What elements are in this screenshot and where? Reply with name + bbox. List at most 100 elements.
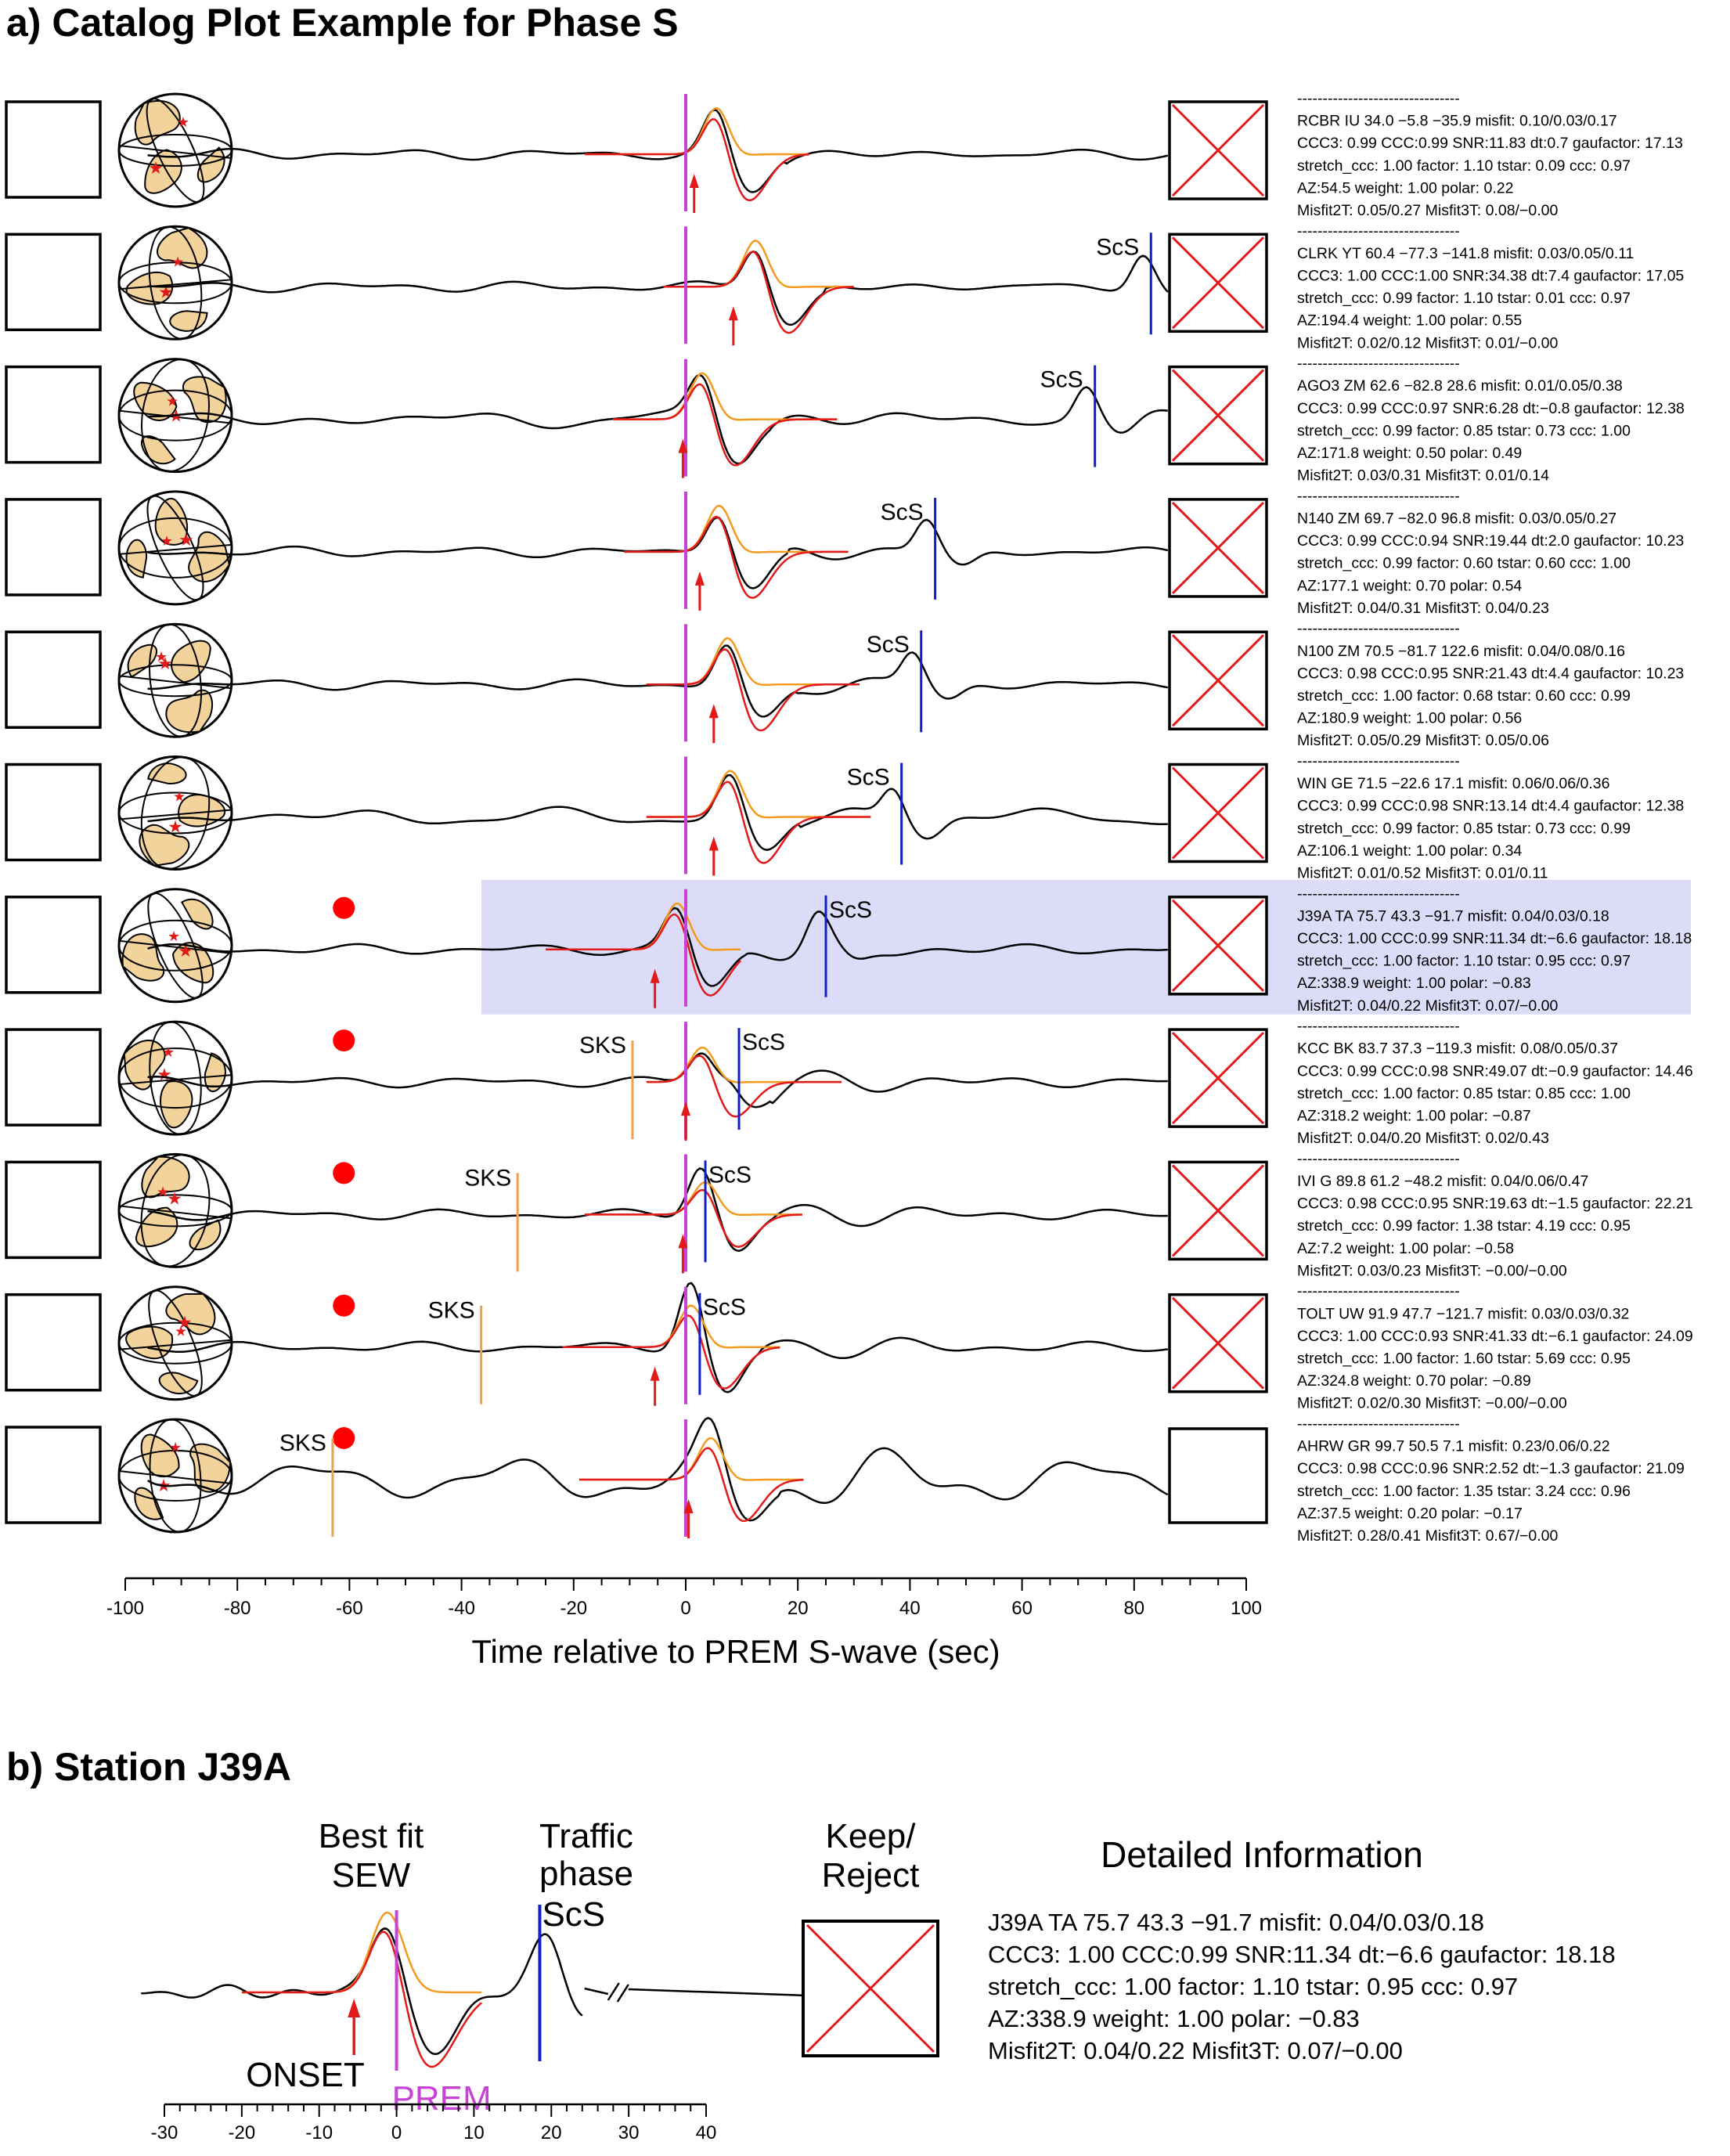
onset-arrow-head [694,571,705,586]
fit-trace [585,1188,802,1248]
fit-trace [241,1931,483,2068]
event-star: ★ [157,1184,169,1200]
flag-dot [333,896,355,919]
station-info-line: AZ:338.9 weight: 1.00 polar: −0.83 [1297,975,1531,992]
scs-label: ScS [847,765,890,791]
station-info-line: stretch_ccc: 0.99 factor: 0.85 tstar: 0.… [1297,422,1631,439]
fit-trace [585,118,809,201]
reject-mark [1168,233,1268,333]
sks-label: SKS [428,1298,475,1324]
fit-trace [579,1447,804,1523]
globe-path [118,279,232,290]
station-star: ★ [168,818,183,838]
event-star: ★ [160,533,173,550]
scs-label: ScS [1040,367,1083,393]
continent [189,1219,222,1251]
seismogram-trace [147,109,1169,193]
event-star: ★ [155,649,168,665]
station-info-line: N100 ZM 70.5 −81.7 122.6 misfit: 0.04/0.… [1297,643,1625,660]
reject-mark [1168,1160,1268,1261]
station-globe: ★★ [117,92,233,208]
station-info-line: AGO3 ZM 62.6 −82.8 28.6 misfit: 0.01/0.0… [1297,377,1623,395]
globe-latitude [118,261,232,305]
station-info-line: stretch_ccc: 1.00 factor: 0.85 tstar: 0.… [1297,1085,1631,1102]
station-row: ★★ScSSKS--------------------------------… [5,1018,1693,1147]
scs-label: ScS [881,499,924,525]
station-info-line: stretch_ccc: 0.99 factor: 1.10 tstar: 0.… [1297,290,1631,307]
flag-dot [333,1162,355,1184]
station-info-line: -------------------------------- [1297,620,1460,637]
flag-dot [333,1427,355,1449]
trace-continuation [628,1988,807,1997]
onset-arrow-head [678,438,688,453]
station-info-line: CCC3: 0.99 CCC:0.98 SNR:13.14 dt:4.4 gau… [1297,798,1684,815]
station-info-line: AZ:171.8 weight: 0.50 polar: 0.49 [1297,445,1522,462]
globe-latitude [118,1321,232,1365]
reject-mark [1168,1293,1268,1393]
best-fit-sew [663,239,854,289]
best-fit-sew [585,107,809,156]
fit-trace [624,515,849,599]
scs-label: ScS [1096,234,1139,260]
reject-cross [1171,1296,1265,1390]
continent [123,1040,166,1091]
detail-line: J39A TA 75.7 43.3 −91.7 misfit: 0.04/0.0… [988,1909,1484,1936]
station-row: ★★ScS--------------------------------WIN… [5,753,1684,882]
panel-a-title: a) Catalog Plot Example for Phase S [6,1,679,45]
traffic-phase-label: Traffic [539,1817,633,1855]
globe-latitude [118,1194,232,1228]
station-info-line: stretch_ccc: 1.00 factor: 1.10 tstar: 0.… [1297,953,1631,970]
event-star: ★ [166,394,178,410]
station-row: ★★ ScS -------------------------------- AGO… [5,355,1685,485]
continent [144,149,182,194]
globe-latitude [118,919,232,972]
station-info-line: RCBR IU 34.0 −5.8 −35.9 misfit: 0.10/0.0… [1297,113,1617,130]
onset-arrow-head [689,174,699,188]
station-info-line: CCC3: 0.98 CCC:0.96 SNR:2.52 dt:−1.3 gau… [1297,1460,1685,1477]
station-info-line: Misfit2T: 0.02/0.12 Misfit3T: 0.01/−0.00 [1297,334,1558,352]
event-star: ★ [169,1440,182,1456]
station-info-line: stretch_ccc: 1.00 factor: 0.68 tstar: 0.… [1297,687,1631,705]
flag-dot [333,1294,355,1317]
station-info-line: N140 ZM 69.7 −82.0 96.8 misfit: 0.03/0.0… [1297,510,1616,528]
best-fit-label: SEW [332,1856,411,1895]
globe-latitude [118,389,232,442]
globe-land [123,1040,226,1129]
seismogram-trace [147,1416,1169,1522]
best-fit-sew [612,372,838,421]
globe-path [118,809,232,820]
globe-meridian [147,892,204,999]
seismogram-trace [147,907,1168,987]
station-globe: ★★ [117,755,233,871]
reject-cross [1171,1032,1265,1125]
station-star: ★ [178,531,194,550]
station-star: ★ [148,159,164,178]
x-tick-label: 40 [696,2122,717,2143]
x-tick-label: 60 [1011,1598,1033,1619]
x-tick-label: 80 [1123,1598,1144,1619]
fit-trace [546,913,742,997]
globe-land [135,1156,222,1251]
x-tick-label: 30 [618,2122,640,2143]
event-star: ★ [171,254,184,270]
prem-label: PREM [392,2079,492,2118]
keep-checkbox [5,498,102,597]
station-info-line: Misfit2T: 0.01/0.52 Misfit3T: 0.01/0.11 [1297,865,1548,882]
best-fit-sew [579,1437,804,1481]
station-info-line: Misfit2T: 0.03/0.23 Misfit3T: −0.00/−0.0… [1297,1262,1567,1279]
station-info-line: CCC3: 0.99 CCC:0.98 SNR:49.07 dt:−0.9 ga… [1297,1062,1693,1080]
detail-title: Detailed Information [1101,1834,1423,1875]
station-row: ★★ScSSKS--------------------------------… [5,1150,1693,1279]
station-info-line: WIN GE 71.5 −22.6 17.1 misfit: 0.06/0.06… [1297,775,1609,792]
reject-cross [1171,899,1265,992]
onset-arrow-head [708,836,719,851]
reject-mark [1168,630,1268,730]
station-info-line: stretch_ccc: 0.99 factor: 0.85 tstar: 0.… [1297,820,1631,837]
globe-latitude [118,791,232,835]
x-tick-label: -10 [305,2122,333,2143]
station-info-line: Misfit2T: 0.03/0.31 Misfit3T: 0.01/0.14 [1297,467,1549,485]
globe-land [139,763,226,867]
flag-dot [333,1029,355,1052]
scs-label: ScS [708,1162,751,1188]
